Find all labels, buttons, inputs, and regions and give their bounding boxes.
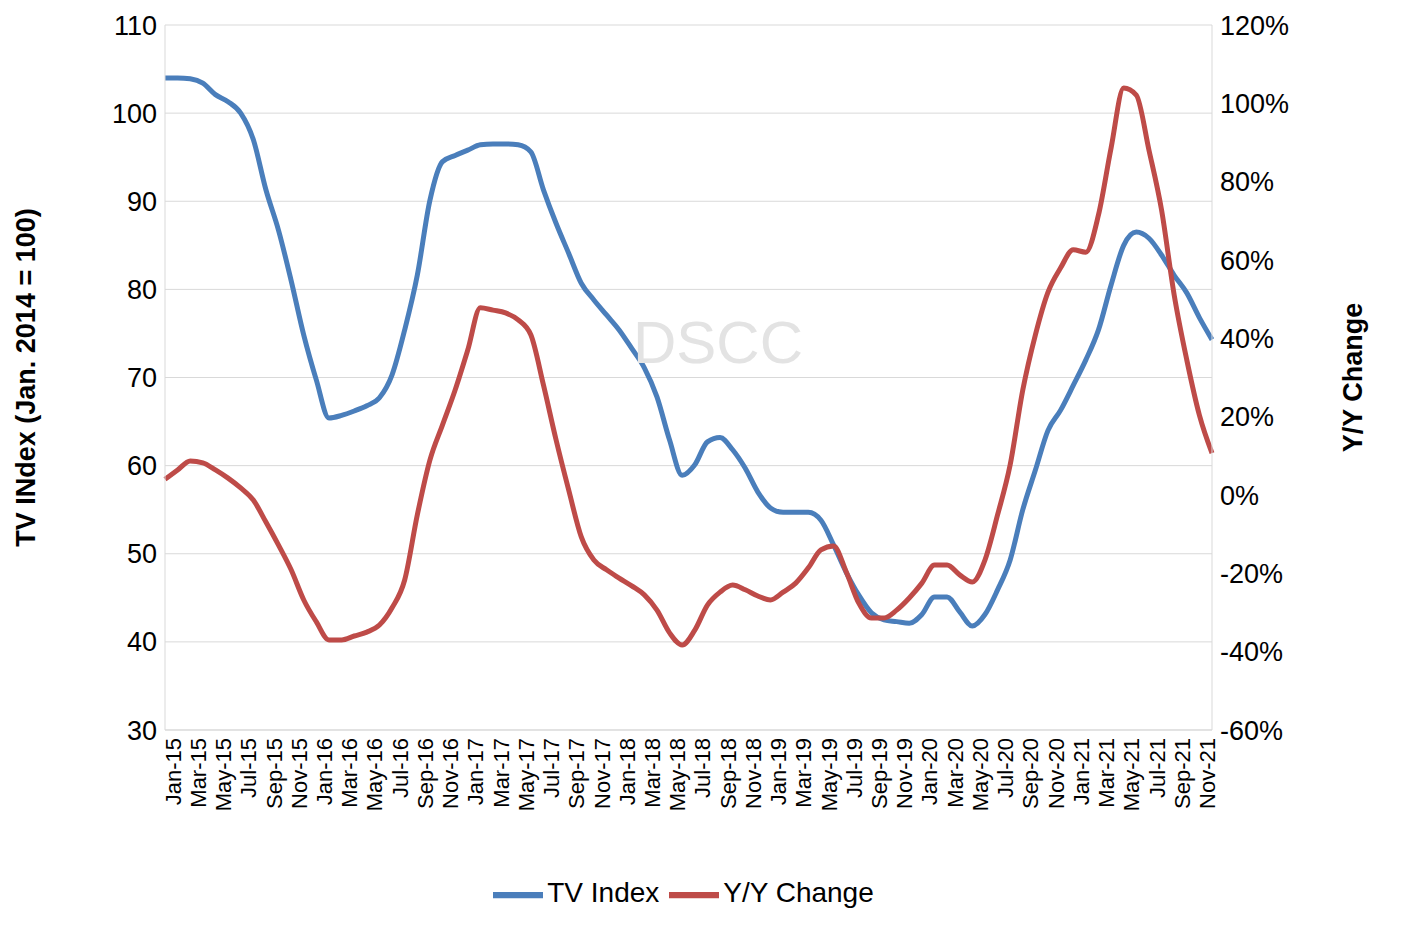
svg-text:Mar-18: Mar-18: [640, 738, 665, 808]
svg-text:100%: 100%: [1220, 89, 1289, 119]
svg-text:Nov-21: Nov-21: [1195, 738, 1220, 809]
svg-text:Sep-21: Sep-21: [1170, 738, 1195, 809]
svg-text:Jul-21: Jul-21: [1145, 738, 1170, 798]
svg-text:80: 80: [127, 275, 157, 305]
svg-text:Nov-17: Nov-17: [590, 738, 615, 809]
svg-text:Jan-17: Jan-17: [463, 738, 488, 805]
svg-text:0%: 0%: [1220, 481, 1259, 511]
html-text:TV Index: TV Index: [547, 877, 660, 909]
svg-text:Nov-20: Nov-20: [1044, 738, 1069, 809]
svg-text:Jan-15: Jan-15: [161, 738, 186, 805]
svg-text:Jul-20: Jul-20: [993, 738, 1018, 798]
svg-text:Jan-19: Jan-19: [766, 738, 791, 805]
svg-text:120%: 120%: [1220, 11, 1289, 41]
svg-text:Mar-16: Mar-16: [337, 738, 362, 808]
svg-text:Mar-19: Mar-19: [791, 738, 816, 808]
svg-text:Sep-17: Sep-17: [564, 738, 589, 809]
svg-text:60: 60: [127, 451, 157, 481]
svg-text:80%: 80%: [1220, 167, 1274, 197]
svg-text:May-15: May-15: [211, 738, 236, 811]
svg-text:May-16: May-16: [362, 738, 387, 811]
svg-text:Mar-17: Mar-17: [489, 738, 514, 808]
svg-text:40: 40: [127, 627, 157, 657]
svg-text:Sep-19: Sep-19: [867, 738, 892, 809]
svg-text:Nov-19: Nov-19: [892, 738, 917, 809]
svg-text:Mar-21: Mar-21: [1094, 738, 1119, 808]
svg-text:Mar-20: Mar-20: [943, 738, 968, 808]
html-text:DSCC: DSCC: [633, 309, 803, 376]
svg-text:May-18: May-18: [665, 738, 690, 811]
svg-text:Jul-19: Jul-19: [842, 738, 867, 798]
svg-text:May-21: May-21: [1119, 738, 1144, 811]
svg-text:Jan-16: Jan-16: [312, 738, 337, 805]
svg-text:May-17: May-17: [514, 738, 539, 811]
svg-text:Nov-16: Nov-16: [438, 738, 463, 809]
svg-text:-20%: -20%: [1220, 559, 1283, 589]
svg-text:May-19: May-19: [817, 738, 842, 811]
svg-text:50: 50: [127, 539, 157, 569]
svg-text:Jan-20: Jan-20: [917, 738, 942, 805]
svg-text:Sep-20: Sep-20: [1018, 738, 1043, 809]
svg-text:Jul-18: Jul-18: [690, 738, 715, 798]
svg-text:100: 100: [112, 99, 157, 129]
svg-text:Jul-16: Jul-16: [388, 738, 413, 798]
svg-text:60%: 60%: [1220, 246, 1274, 276]
svg-text:TV INdex (Jan. 2014 = 100): TV INdex (Jan. 2014 = 100): [11, 208, 41, 546]
svg-text:Y/Y Change: Y/Y Change: [1338, 303, 1368, 453]
svg-text:Jan-18: Jan-18: [615, 738, 640, 805]
svg-text:May-20: May-20: [968, 738, 993, 811]
svg-text:90: 90: [127, 187, 157, 217]
svg-text:Sep-15: Sep-15: [262, 738, 287, 809]
svg-text:-40%: -40%: [1220, 637, 1283, 667]
svg-text:Jan-21: Jan-21: [1069, 738, 1094, 805]
svg-text:Nov-18: Nov-18: [741, 738, 766, 809]
html-text:Y/Y Change: Y/Y Change: [723, 877, 874, 909]
svg-text:Nov-15: Nov-15: [287, 738, 312, 809]
svg-text:20%: 20%: [1220, 402, 1274, 432]
svg-text:110: 110: [114, 11, 157, 41]
svg-text:40%: 40%: [1220, 324, 1274, 354]
svg-text:Mar-15: Mar-15: [186, 738, 211, 808]
svg-text:30: 30: [127, 716, 157, 746]
svg-text:Sep-18: Sep-18: [716, 738, 741, 809]
svg-text:Jul-17: Jul-17: [539, 738, 564, 798]
svg-text:Jul-15: Jul-15: [236, 738, 261, 798]
svg-text:Sep-16: Sep-16: [413, 738, 438, 809]
svg-text:70: 70: [127, 363, 157, 393]
svg-text:-60%: -60%: [1220, 716, 1283, 746]
